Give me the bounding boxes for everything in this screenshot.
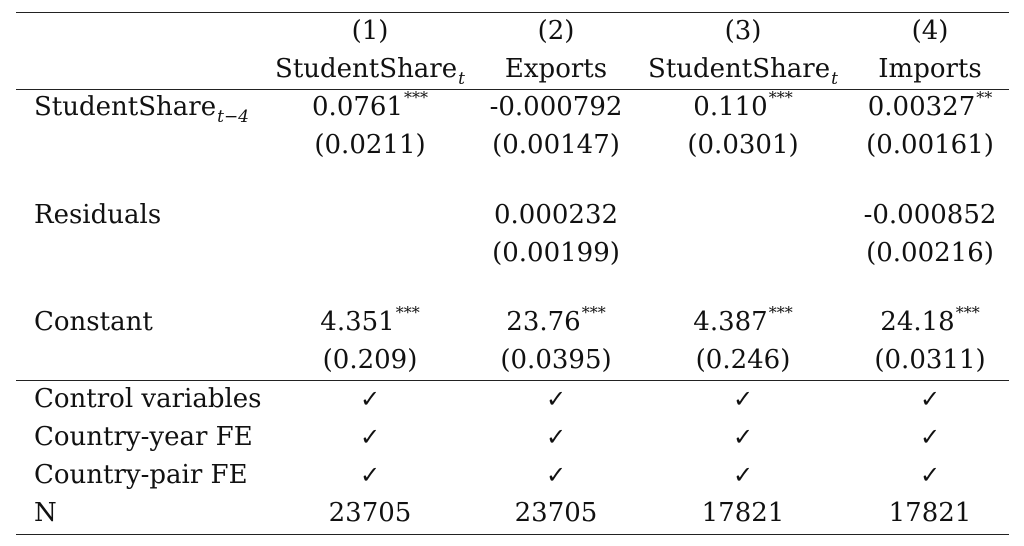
col-name-4: Imports xyxy=(878,54,982,84)
n-value-3: 17821 xyxy=(701,498,785,528)
coef-residuals-4: -0.000852 xyxy=(863,200,997,230)
coef-studentshare-3: 0.110*** xyxy=(693,88,793,122)
check-mark: ✓ xyxy=(359,461,381,489)
n-value-2: 23705 xyxy=(514,498,598,528)
check-mark: ✓ xyxy=(732,385,754,413)
coef-constant-3: 4.387*** xyxy=(693,303,793,337)
col-number-2: (2) xyxy=(537,16,575,46)
coef-studentshare-4: 0.00327** xyxy=(867,88,993,122)
se-constant-1: (0.209) xyxy=(322,345,418,375)
se-studentshare-4: (0.00161) xyxy=(866,130,994,160)
row-label-studentshare: StudentSharet−4 xyxy=(34,92,250,127)
check-mark: ✓ xyxy=(919,423,941,451)
row-label-country-year-fe: Country-year FE xyxy=(34,422,253,452)
n-value-1: 23705 xyxy=(328,498,412,528)
top-rule xyxy=(16,12,1009,13)
col-number-3: (3) xyxy=(724,16,762,46)
col-name-1: StudentSharet xyxy=(275,54,465,89)
col-number-4: (4) xyxy=(911,16,949,46)
se-constant-3: (0.246) xyxy=(695,345,791,375)
col-name-3: StudentSharet xyxy=(648,54,838,89)
coef-constant-2: 23.76*** xyxy=(506,303,606,337)
check-mark: ✓ xyxy=(919,385,941,413)
coef-studentshare-2: -0.000792 xyxy=(489,92,623,122)
row-label-residuals: Residuals xyxy=(34,200,162,230)
se-residuals-4: (0.00216) xyxy=(866,238,994,268)
check-mark: ✓ xyxy=(919,461,941,489)
coef-residuals-2: 0.000232 xyxy=(493,200,619,230)
check-mark: ✓ xyxy=(545,461,567,489)
se-studentshare-2: (0.00147) xyxy=(492,130,620,160)
se-residuals-2: (0.00199) xyxy=(492,238,620,268)
row-label-n: N xyxy=(34,498,57,528)
check-mark: ✓ xyxy=(732,461,754,489)
bottom-rule xyxy=(16,534,1009,535)
coef-studentshare-1: 0.0761*** xyxy=(312,88,428,122)
check-mark: ✓ xyxy=(545,385,567,413)
col-number-1: (1) xyxy=(351,16,389,46)
n-value-4: 17821 xyxy=(888,498,972,528)
mid-rule xyxy=(16,380,1009,381)
check-mark: ✓ xyxy=(545,423,567,451)
row-label-constant: Constant xyxy=(34,307,153,337)
se-studentshare-3: (0.0301) xyxy=(687,130,799,160)
check-mark: ✓ xyxy=(359,423,381,451)
row-label-country-pair-fe: Country-pair FE xyxy=(34,460,248,490)
se-constant-2: (0.0395) xyxy=(500,345,612,375)
check-mark: ✓ xyxy=(359,385,381,413)
se-constant-4: (0.0311) xyxy=(874,345,986,375)
row-label-control-variables: Control variables xyxy=(34,384,262,414)
check-mark: ✓ xyxy=(732,423,754,451)
coef-constant-1: 4.351*** xyxy=(320,303,420,337)
header-rule xyxy=(16,89,1009,90)
se-studentshare-1: (0.0211) xyxy=(314,130,426,160)
col-name-2: Exports xyxy=(504,54,608,84)
coef-constant-4: 24.18*** xyxy=(880,303,980,337)
